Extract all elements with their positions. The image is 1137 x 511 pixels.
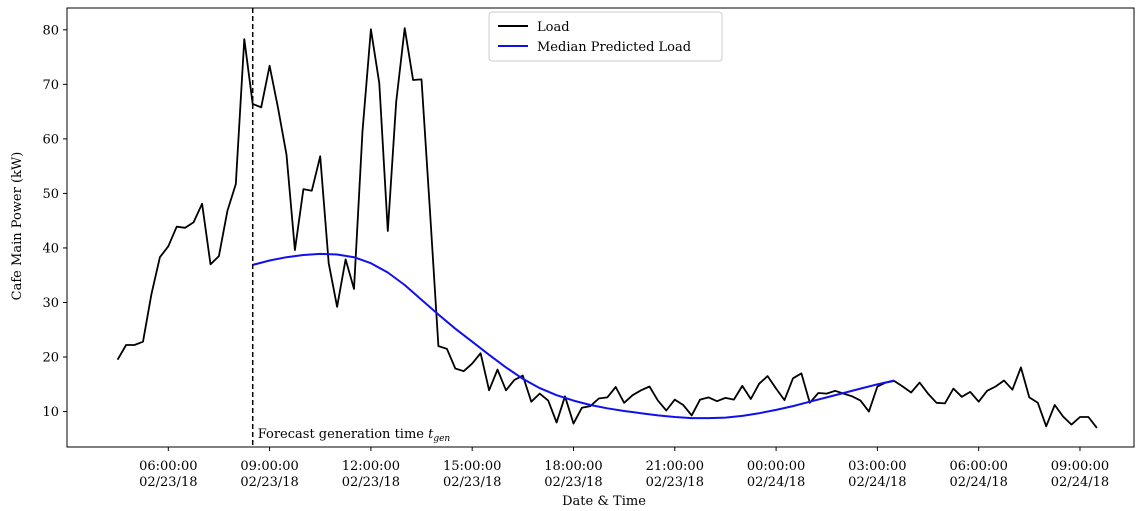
plot-area — [116, 27, 1098, 429]
x-tick-label-time: 06:00:00 — [139, 459, 197, 474]
forecast-label-math: t — [428, 427, 434, 442]
legend: Load Median Predicted Load — [488, 11, 723, 62]
y-tick-label: 80 — [42, 23, 59, 38]
x-tick-label-date: 02/24/18 — [949, 475, 1007, 490]
x-tick-label-time: 00:00:00 — [747, 459, 805, 474]
series-load-line — [116, 27, 1098, 429]
plot-frame — [66, 7, 1135, 448]
x-tick-label-time: 09:00:00 — [1051, 459, 1109, 474]
y-tick-label: 60 — [42, 132, 59, 147]
x-tick-label-date: 02/23/18 — [342, 475, 400, 490]
x-axis-ticks: 06:00:0002/23/1809:00:0002/23/1812:00:00… — [139, 447, 1109, 490]
forecast-label-sub: gen — [433, 434, 450, 444]
series-median-predicted-line — [252, 252, 895, 420]
legend-label-median: Median Predicted Load — [537, 40, 691, 55]
x-tick-label-date: 02/23/18 — [646, 475, 704, 490]
forecast-label: Forecast generation time tgen — [258, 427, 451, 444]
y-tick-label: 50 — [42, 187, 59, 202]
x-tick-label-date: 02/24/18 — [747, 475, 805, 490]
y-tick-label: 70 — [42, 78, 59, 93]
y-axis-ticks: 10 20 30 40 50 60 70 80 — [42, 23, 67, 420]
x-tick-label-date: 02/23/18 — [544, 475, 602, 490]
x-tick-label-time: 12:00:00 — [342, 459, 400, 474]
y-tick-label: 10 — [42, 405, 59, 420]
x-tick-label-time: 09:00:00 — [240, 459, 298, 474]
y-tick-label: 40 — [42, 241, 59, 256]
legend-label-load: Load — [537, 20, 570, 35]
x-tick-label-time: 03:00:00 — [848, 459, 906, 474]
x-tick-label-date: 02/23/18 — [443, 475, 501, 490]
forecast-annotation: Forecast generation time tgen — [251, 8, 451, 447]
x-tick-label-time: 15:00:00 — [443, 459, 501, 474]
legend-box — [488, 11, 723, 62]
x-tick-label-date: 02/24/18 — [848, 475, 906, 490]
x-tick-label-time: 21:00:00 — [646, 459, 704, 474]
y-tick-label: 20 — [42, 351, 59, 366]
x-tick-label-time: 18:00:00 — [544, 459, 602, 474]
x-tick-label-date: 02/24/18 — [1051, 475, 1109, 490]
y-axis-label: Cafe Main Power (kW) — [10, 152, 25, 301]
x-tick-label-time: 06:00:00 — [949, 459, 1007, 474]
x-tick-label-date: 02/23/18 — [139, 475, 197, 490]
forecast-label-text: Forecast generation time — [258, 427, 428, 442]
x-axis-label: Date & Time — [562, 494, 646, 509]
x-tick-label-date: 02/23/18 — [240, 475, 298, 490]
y-tick-label: 30 — [42, 296, 59, 311]
